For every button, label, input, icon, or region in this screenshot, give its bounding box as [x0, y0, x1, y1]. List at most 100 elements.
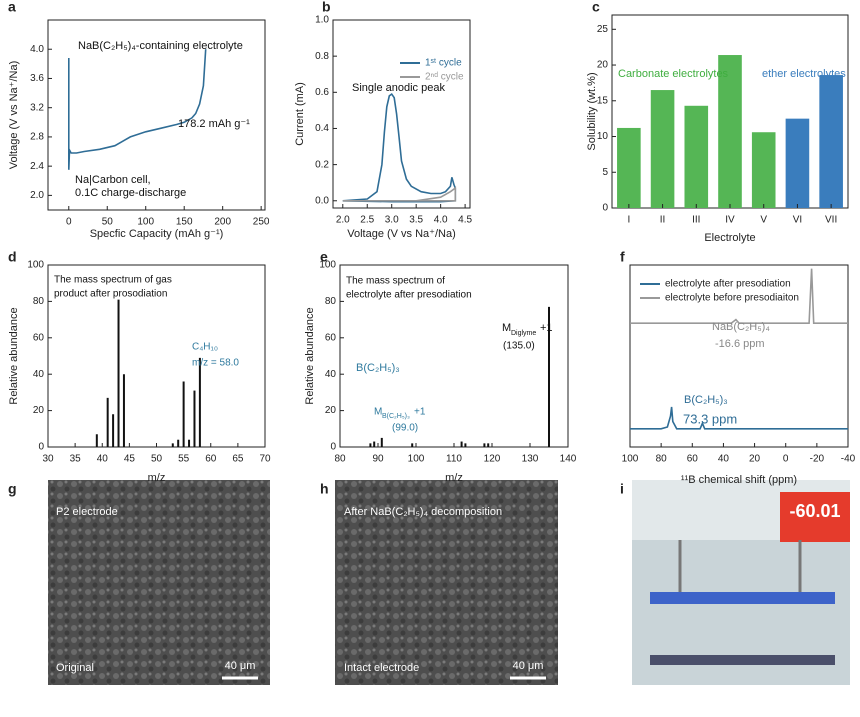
panel-label: b — [322, 0, 331, 15]
annotation: B(C₂H₅)₃ — [356, 362, 400, 374]
annotation: electrolyte after presodiation — [346, 290, 472, 301]
annotation: product after prosodiation — [54, 289, 167, 300]
panel-i: i -60.01 — [620, 480, 850, 685]
sem-image — [335, 480, 558, 685]
y-tick-label: 40 — [33, 369, 45, 380]
data-line — [630, 268, 848, 324]
y-tick-label: 15 — [597, 95, 609, 106]
data-line — [630, 406, 848, 430]
panel-label: g — [8, 481, 17, 497]
annotation: C₄H₁₀ — [192, 342, 218, 353]
y-tick-label: 20 — [325, 405, 337, 416]
x-tick-label: 0 — [783, 454, 789, 465]
bar — [718, 55, 742, 208]
annotation: The mass spectrum of gas — [54, 275, 172, 286]
y-tick-label: 5 — [602, 167, 608, 178]
y-tick-label: 0 — [330, 442, 336, 453]
data-line — [342, 92, 457, 203]
annotation: M — [374, 407, 382, 418]
bar — [819, 75, 843, 209]
x-tick-label: -20 — [810, 454, 825, 465]
x-tick-label: 80 — [334, 454, 346, 465]
x-tick-label: 40 — [97, 454, 109, 465]
x-tick-label: 70 — [259, 454, 271, 465]
annotation: 178.2 mAh g⁻¹ — [178, 118, 250, 130]
y-tick-label: 4.0 — [30, 44, 44, 55]
x-tick-label: II — [660, 215, 666, 226]
x-axis-label: Voltage (V vs Na⁺/Na) — [347, 228, 456, 240]
x-tick-label: 50 — [151, 454, 163, 465]
x-axis-label: Specfic Capacity (mAh g⁻¹) — [90, 228, 224, 240]
data-line — [68, 49, 207, 170]
panel-label: i — [620, 481, 624, 497]
x-tick-label: 120 — [484, 454, 501, 465]
annotation: +1 — [540, 322, 553, 334]
image-caption: Intact electrode — [344, 662, 419, 674]
y-tick-label: 0 — [602, 203, 608, 214]
x-tick-label: 2.5 — [360, 215, 374, 226]
annotation: NaB(C₂H₅)₄-containing electrolyte — [78, 40, 243, 52]
x-tick-label: 35 — [70, 454, 82, 465]
x-tick-label: 140 — [560, 454, 577, 465]
x-tick-label: III — [692, 215, 700, 226]
annotation: +1 — [414, 407, 426, 418]
y-axis-label: Relative abundance — [8, 307, 20, 404]
y-tick-label: 10 — [597, 131, 609, 142]
annotation: B(C₂H₅)₃ — [382, 413, 410, 420]
annotation: (99.0) — [392, 423, 418, 434]
x-tick-label: 100 — [408, 454, 425, 465]
y-tick-label: 0 — [38, 442, 44, 453]
x-tick-label: 90 — [372, 454, 384, 465]
x-tick-label: 60 — [205, 454, 217, 465]
legend-label: 2ⁿᵈ cycle — [425, 72, 464, 83]
panel-label: f — [620, 249, 625, 265]
y-tick-label: 60 — [325, 332, 337, 343]
x-tick-label: 60 — [687, 454, 699, 465]
annotation: The mass spectrum of — [346, 276, 445, 287]
scale-label: 40 μm — [225, 660, 256, 672]
y-tick-label: 80 — [325, 296, 337, 307]
x-tick-label: 20 — [749, 454, 761, 465]
plot-frame — [47, 19, 266, 211]
annotation: m/z = 58.0 — [192, 358, 239, 369]
x-tick-label: 2.0 — [336, 215, 350, 226]
y-tick-label: 80 — [33, 296, 45, 307]
x-tick-label: 45 — [124, 454, 136, 465]
annotation: ether electrolytes — [762, 68, 846, 80]
x-tick-label: 200 — [214, 217, 231, 228]
x-axis-label: ¹¹B chemical shift (ppm) — [681, 474, 797, 486]
x-axis-label: Electrolyte — [704, 232, 755, 244]
panel-h: h After NaB(C₂H₅)₄ decomposition Intact … — [320, 480, 558, 685]
y-tick-label: 100 — [27, 260, 44, 271]
x-tick-label: 3.0 — [385, 215, 399, 226]
x-tick-label: V — [760, 215, 767, 226]
annotation: Carbonate electrolytes — [618, 68, 729, 80]
x-tick-label: VI — [793, 215, 802, 226]
x-tick-label: 65 — [232, 454, 244, 465]
x-tick-label: IV — [725, 215, 735, 226]
y-tick-label: 0.4 — [315, 123, 329, 134]
x-tick-label: 55 — [178, 454, 190, 465]
panel-label: d — [8, 249, 17, 265]
x-tick-label: 150 — [176, 217, 193, 228]
y-tick-label: 3.6 — [30, 73, 44, 84]
image-caption: After NaB(C₂H₅)₄ decomposition — [344, 506, 502, 518]
y-tick-label: 0.2 — [315, 159, 329, 170]
y-tick-label: 3.2 — [30, 102, 44, 113]
display-value: -60.01 — [789, 501, 840, 521]
x-tick-label: I — [627, 215, 630, 226]
annotation: -16.6 ppm — [715, 338, 765, 350]
image-caption: Original — [56, 662, 94, 674]
y-axis-label: Current (mA) — [294, 82, 306, 146]
annotation: Na|Carbon cell, — [75, 174, 151, 186]
x-tick-label: 4.0 — [434, 215, 448, 226]
panel-label: c — [592, 0, 600, 15]
panel-g: g P2 electrode Original 40 μm — [8, 480, 270, 685]
bar — [751, 132, 776, 208]
y-tick-label: 0.8 — [315, 51, 329, 62]
y-tick-label: 2.0 — [30, 190, 44, 201]
scale-label: 40 μm — [513, 660, 544, 672]
x-tick-label: 110 — [446, 454, 462, 465]
annotation: Single anodic peak — [352, 82, 445, 94]
y-tick-label: 0.0 — [315, 195, 329, 206]
